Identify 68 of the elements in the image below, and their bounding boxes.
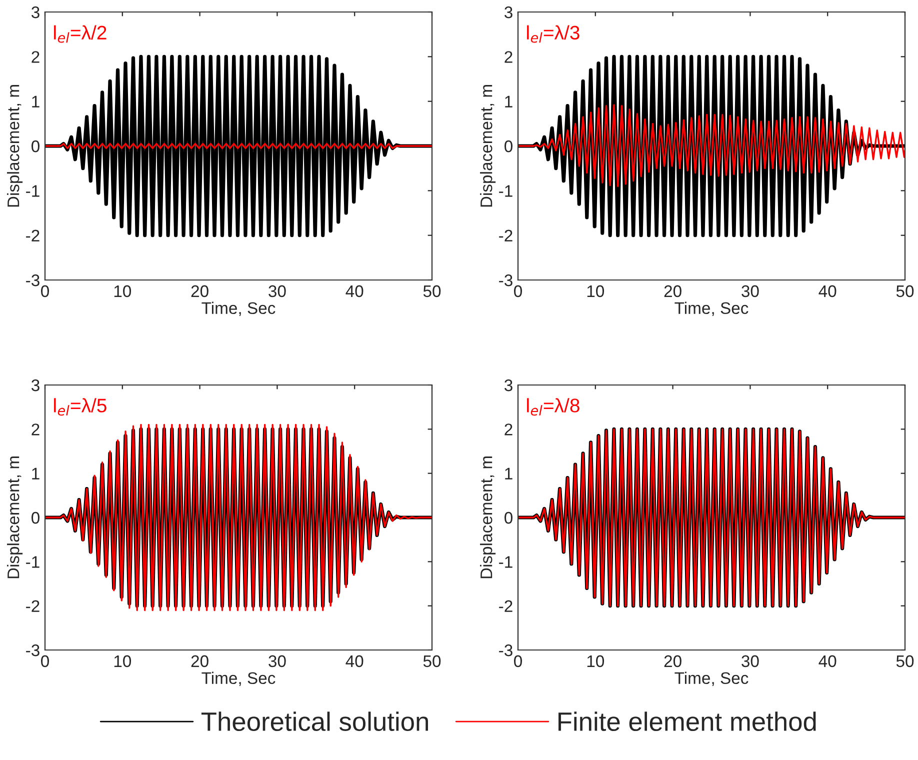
y-axis-title: Displacement, m: [7, 456, 23, 578]
x-tick-label: 50: [896, 285, 914, 298]
annotation: l$_{el}$=λ/2: [54, 25, 106, 43]
y-tick-label: 2: [32, 424, 40, 436]
line-series: [45, 54, 432, 238]
x-axis-title: Time, Sec: [202, 672, 276, 686]
x-tick-label: 20: [664, 285, 682, 298]
y-tick-label: -1: [499, 556, 512, 568]
y-tick-label: -3: [26, 274, 40, 286]
x-tick-label: 10: [114, 655, 132, 668]
y-tick-label: -1: [26, 185, 40, 197]
x-axis-title: Time, Sec: [202, 302, 276, 316]
x-tick-label: 40: [818, 655, 836, 668]
y-tick-label: -2: [26, 230, 40, 242]
annotation: l$_{el}$=λ/5: [54, 398, 106, 416]
legend-label: Finite element method: [558, 712, 816, 732]
y-tick-label: 0: [32, 140, 40, 152]
y-tick-label: 3: [32, 379, 40, 392]
y-tick-label: 2: [32, 51, 40, 63]
y-tick-label: -2: [499, 600, 512, 612]
x-tick-label: 50: [896, 655, 914, 668]
y-tick-label: 1: [505, 468, 512, 480]
x-tick-label: 20: [664, 655, 682, 668]
y-tick-label: -2: [499, 230, 512, 242]
x-tick-label: 30: [742, 285, 759, 298]
line-series: [518, 104, 905, 188]
y-tick-label: -1: [26, 556, 40, 568]
y-tick-label: -2: [26, 600, 40, 612]
annotation: l$_{el}$=λ/8: [527, 398, 580, 416]
y-tick-label: 1: [32, 96, 40, 108]
x-tick-label: 40: [818, 285, 836, 298]
y-axis-title: Displacement, m: [7, 85, 23, 207]
y-tick-label: 3: [504, 379, 512, 392]
y-tick-label: -3: [499, 644, 512, 656]
x-tick-label: 0: [41, 655, 49, 668]
x-tick-label: 40: [346, 285, 364, 298]
x-axis-title: Time, Sec: [674, 302, 748, 316]
y-tick-label: -3: [26, 644, 40, 656]
x-tick-label: 0: [514, 285, 522, 298]
x-tick-label: 0: [514, 655, 522, 668]
y-tick-label: -1: [499, 185, 512, 197]
x-axis-title: Time, Sec: [674, 672, 748, 686]
x-tick-label: 20: [191, 285, 208, 298]
annotation: l$_{el}$=λ/3: [527, 25, 580, 43]
x-tick-label: 0: [41, 285, 49, 298]
y-tick-label: 1: [505, 96, 512, 108]
y-axis-title: Displacement, m: [480, 456, 496, 578]
y-tick-label: 0: [32, 512, 40, 524]
y-tick-label: 0: [504, 512, 512, 524]
x-tick-label: 30: [268, 655, 286, 668]
y-tick-label: 1: [32, 468, 40, 480]
x-tick-label: 50: [423, 655, 441, 668]
y-tick-label: 2: [504, 51, 512, 63]
x-tick-label: 30: [268, 285, 286, 298]
x-tick-label: 30: [742, 655, 759, 668]
y-tick-label: 2: [504, 424, 512, 436]
y-tick-label: 3: [504, 6, 512, 18]
x-tick-label: 40: [346, 655, 364, 668]
x-tick-label: 10: [587, 655, 604, 668]
y-tick-label: 0: [504, 140, 512, 152]
legend-label: Theoretical solution: [201, 712, 428, 732]
y-tick-label: 3: [32, 6, 40, 18]
x-tick-label: 10: [587, 285, 604, 298]
x-tick-label: 20: [191, 655, 208, 668]
x-tick-label: 10: [114, 285, 132, 298]
y-tick-label: -3: [499, 274, 512, 286]
x-tick-label: 50: [423, 285, 441, 298]
y-axis-title: Displacement, m: [480, 85, 496, 207]
